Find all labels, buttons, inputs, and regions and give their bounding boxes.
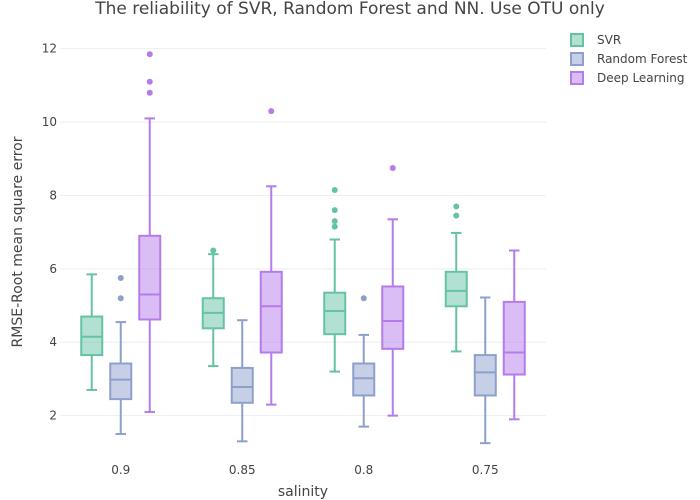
legend-item-random-forest[interactable]: Random Forest bbox=[570, 52, 688, 66]
box bbox=[109, 362, 133, 401]
y-tick-label: 6 bbox=[49, 262, 57, 276]
outlier-point bbox=[389, 164, 396, 171]
x-tick-label: 0.75 bbox=[472, 463, 499, 477]
outlier-point bbox=[146, 51, 153, 58]
x-tick-labels: 0.9 0.85 0.8 0.75 bbox=[111, 463, 498, 477]
outlier-point bbox=[331, 223, 338, 230]
box bbox=[473, 354, 497, 397]
box bbox=[323, 291, 347, 336]
box-group[interactable] bbox=[230, 319, 254, 443]
outlier-point bbox=[146, 78, 153, 85]
series-deep-learning bbox=[138, 51, 526, 421]
outlier-point bbox=[331, 207, 338, 214]
box-group[interactable] bbox=[138, 51, 162, 413]
box bbox=[502, 300, 526, 376]
outlier-point bbox=[453, 203, 460, 210]
legend-label: Deep Learning bbox=[597, 71, 685, 85]
chart-title: The reliability of SVR, Random Forest an… bbox=[94, 0, 605, 19]
box-group[interactable] bbox=[80, 273, 104, 391]
outlier-point bbox=[117, 295, 124, 302]
x-tick-label: 0.85 bbox=[229, 463, 256, 477]
legend-label: SVR bbox=[597, 33, 621, 47]
legend-swatch bbox=[570, 52, 584, 66]
box bbox=[138, 234, 162, 321]
box-group[interactable] bbox=[259, 108, 283, 406]
outlier-point bbox=[117, 275, 124, 282]
box bbox=[381, 285, 405, 350]
y-tick-label: 12 bbox=[42, 42, 57, 56]
outlier-point bbox=[331, 218, 338, 225]
y-tick-label: 2 bbox=[49, 409, 57, 423]
outlier-point bbox=[331, 186, 338, 193]
legend-item-svr[interactable]: SVR bbox=[570, 33, 621, 47]
box-group[interactable] bbox=[502, 249, 526, 421]
legend-swatch bbox=[570, 71, 584, 85]
y-tick-label: 10 bbox=[42, 115, 57, 129]
x-tick-label: 0.8 bbox=[354, 463, 373, 477]
box-group[interactable] bbox=[323, 186, 347, 373]
box-series bbox=[80, 51, 526, 445]
x-tick-label: 0.9 bbox=[111, 463, 130, 477]
box-group[interactable] bbox=[201, 247, 225, 368]
y-tick-label: 8 bbox=[49, 188, 57, 202]
box-group[interactable] bbox=[381, 164, 405, 417]
y-tick-labels: 2 4 6 8 10 12 bbox=[42, 42, 57, 423]
box bbox=[444, 270, 468, 308]
box bbox=[259, 270, 283, 354]
outlier-point bbox=[268, 108, 275, 115]
legend-label: Random Forest bbox=[597, 52, 688, 66]
box-group[interactable] bbox=[109, 275, 133, 435]
legend-item-deep-learning[interactable]: Deep Learning bbox=[570, 71, 685, 85]
series-random-forest bbox=[109, 275, 497, 445]
box bbox=[352, 362, 376, 397]
series-svr bbox=[80, 186, 468, 391]
box-group[interactable] bbox=[444, 203, 468, 353]
outlier-point bbox=[210, 247, 217, 254]
outlier-point bbox=[453, 212, 460, 219]
outlier-point bbox=[146, 89, 153, 96]
y-tick-label: 4 bbox=[49, 335, 57, 349]
box bbox=[230, 366, 254, 404]
x-axis-title: salinity bbox=[278, 484, 328, 500]
legend-swatch bbox=[570, 33, 584, 47]
y-axis-title: RMSE-Root mean square error bbox=[10, 136, 26, 347]
box-group[interactable] bbox=[352, 295, 376, 428]
box-group[interactable] bbox=[473, 296, 497, 445]
legend[interactable]: SVR Random Forest Deep Learning bbox=[570, 33, 688, 85]
outlier-point bbox=[360, 295, 367, 302]
